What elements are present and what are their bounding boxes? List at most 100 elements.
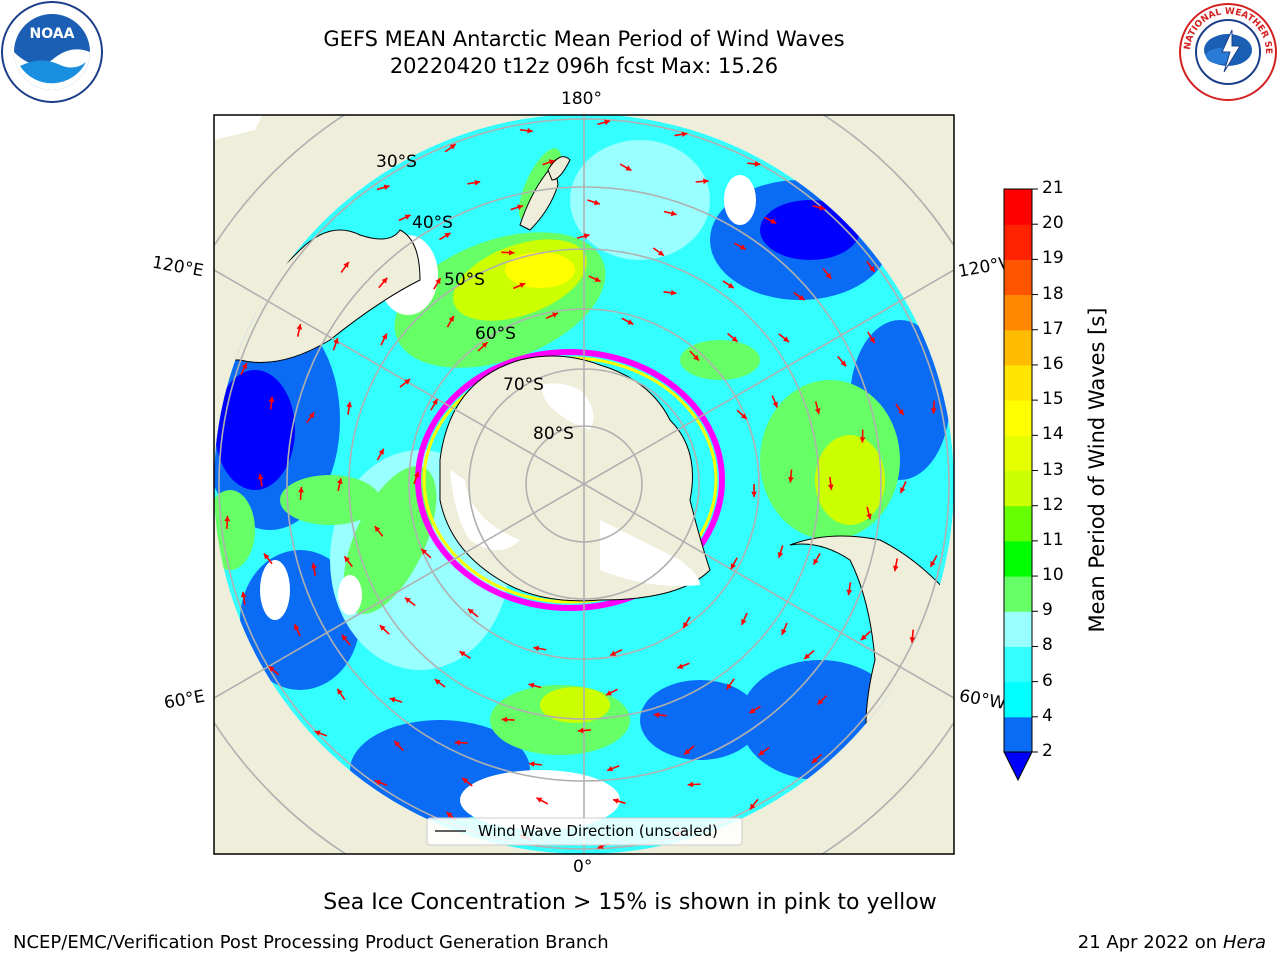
wave-direction-arrowhead bbox=[827, 484, 834, 490]
wave-direction-arrowhead bbox=[930, 408, 937, 414]
wave-direction-arrowhead bbox=[296, 324, 303, 330]
colorbar-tick-label: 21 bbox=[1042, 178, 1064, 198]
wind-wave-arrows bbox=[224, 119, 938, 849]
wave-direction-arrowhead bbox=[813, 558, 819, 565]
wave-direction-arrowhead bbox=[343, 261, 349, 268]
wave-direction-arrowhead bbox=[462, 777, 469, 784]
wave-direction-arrowhead bbox=[263, 553, 270, 560]
map-frame bbox=[213, 114, 955, 855]
wave-direction-arrowhead bbox=[333, 337, 339, 344]
wave-direction-arrowhead bbox=[739, 244, 746, 250]
lat-label-40s: 40°S bbox=[412, 213, 453, 233]
wave-direction-arrowhead bbox=[825, 272, 832, 279]
wave-direction-arrowhead bbox=[578, 727, 584, 734]
wave-direction-arrowhead bbox=[605, 690, 612, 696]
lon-label-180: 180° bbox=[561, 89, 602, 109]
wave-direction-arrowhead bbox=[900, 487, 906, 494]
wave-direction-arrowhead bbox=[311, 563, 317, 569]
wave-direction-arrowhead bbox=[413, 471, 420, 478]
colorbar-swatch bbox=[1004, 540, 1032, 577]
colorbar-swatch bbox=[1004, 224, 1032, 260]
wave-direction-arrowhead bbox=[421, 548, 428, 555]
colorbar-label: Mean Period of Wind Waves [s] bbox=[1085, 307, 1109, 633]
wave-direction-arrowhead bbox=[607, 765, 614, 772]
colorbar-swatch bbox=[1004, 681, 1032, 718]
wave-direction-arrowhead bbox=[346, 401, 352, 408]
colorbar-tick-label: 4 bbox=[1042, 705, 1053, 726]
colorbar-swatch bbox=[1004, 470, 1032, 507]
wave-direction-arrowhead bbox=[448, 315, 454, 322]
footer-date: 21 Apr 2022 on Hera bbox=[1078, 932, 1266, 953]
wave-direction-arrowhead bbox=[657, 250, 664, 256]
wave-direction-arrowhead bbox=[683, 621, 689, 628]
wave-direction-arrowhead bbox=[772, 401, 778, 408]
wave-direction-arrowhead bbox=[381, 333, 388, 340]
wave-direction-arrowhead bbox=[379, 625, 386, 631]
wave-direction-arrowhead bbox=[846, 589, 853, 596]
wave-direction-arrowhead bbox=[860, 634, 867, 641]
wave-direction-arrowhead bbox=[594, 276, 601, 282]
wave-direction-arrowhead bbox=[627, 319, 634, 325]
wave-direction-arrowhead bbox=[817, 698, 824, 705]
colorbar-tick-label: 14 bbox=[1042, 424, 1064, 445]
wave-direction-arrowhead bbox=[613, 798, 619, 804]
wave-direction-arrowhead bbox=[241, 363, 247, 370]
wave-direction-arrowhead bbox=[781, 628, 787, 635]
footer-machine: Hera bbox=[1222, 932, 1266, 953]
colorbar-tick-label: 16 bbox=[1042, 353, 1064, 374]
chart-subtitle: 20220420 t12z 096h fcst Max: 15.26 bbox=[389, 54, 779, 78]
lon-label-0: 0° bbox=[573, 857, 593, 877]
wave-direction-arrowhead bbox=[610, 650, 617, 656]
colorbar-swatch bbox=[1004, 611, 1032, 647]
wave-direction-arrowhead bbox=[731, 336, 738, 342]
wave-direction-arrowhead bbox=[787, 476, 794, 483]
wave-direction-arrowhead bbox=[508, 249, 515, 256]
wave-direction-arrowhead bbox=[374, 779, 381, 786]
wave-direction-arrowhead bbox=[341, 634, 348, 641]
colorbar-swatch bbox=[1004, 259, 1032, 296]
wave-direction-arrowhead bbox=[314, 730, 321, 736]
noaa-logo: NOAA bbox=[1, 1, 103, 103]
wave-direction-arrowhead bbox=[681, 131, 688, 138]
meridian-lines bbox=[214, 115, 954, 854]
wave-direction-arrowhead bbox=[804, 653, 810, 660]
wave-direction-arrowhead bbox=[378, 448, 384, 455]
noaa-logo-text: NOAA bbox=[30, 26, 75, 42]
wave-direction-arrowhead bbox=[726, 683, 733, 690]
wave-direction-arrowhead bbox=[898, 408, 904, 415]
wave-direction-arrowhead bbox=[374, 526, 381, 532]
wave-direction-arrowhead bbox=[758, 749, 765, 756]
wave-direction-arrowhead bbox=[268, 666, 275, 672]
wave-direction-arrowhead bbox=[435, 277, 441, 284]
colorbar-swatch bbox=[1004, 364, 1032, 401]
colorbar-tick-label: 9 bbox=[1042, 600, 1053, 621]
wave-direction-arrowhead bbox=[467, 608, 474, 615]
wave-direction-arrowhead bbox=[240, 591, 247, 598]
colorbar-tick-label: 12 bbox=[1042, 494, 1064, 515]
colorbar-swatch bbox=[1004, 189, 1032, 225]
wave-direction-arrowhead bbox=[389, 697, 396, 703]
wave-direction-arrowhead bbox=[383, 184, 390, 191]
wave-direction-arrowhead bbox=[819, 204, 826, 211]
colorbar-tick-label: 2 bbox=[1042, 741, 1053, 761]
wave-direction-arrowhead bbox=[811, 757, 818, 764]
wave-direction-arrowhead bbox=[444, 232, 451, 239]
wave-direction-arrowhead bbox=[593, 199, 600, 206]
wave-direction-arrowhead bbox=[684, 748, 691, 755]
lat-label-50s: 50°S bbox=[444, 270, 485, 290]
lat-label-70s: 70°S bbox=[503, 375, 544, 395]
sea-ice-note: Sea Ice Concentration > 15% is shown in … bbox=[323, 890, 937, 915]
australia-landmass bbox=[214, 229, 421, 363]
wave-direction-arrowhead bbox=[337, 688, 343, 695]
legend-label: Wind Wave Direction (unscaled) bbox=[478, 822, 718, 840]
colorbar-swatch bbox=[1004, 435, 1032, 471]
lat-label-60s: 60°S bbox=[475, 324, 516, 344]
wave-direction-arrowhead bbox=[528, 761, 535, 767]
colorbar-swatch bbox=[1004, 646, 1032, 683]
wave-direction-arrowhead bbox=[517, 204, 524, 210]
wave-direction-arrowhead bbox=[336, 478, 343, 485]
wave-direction-arrowhead bbox=[754, 161, 761, 167]
wave-direction-arrowhead bbox=[434, 679, 441, 685]
legend-box bbox=[426, 817, 743, 846]
